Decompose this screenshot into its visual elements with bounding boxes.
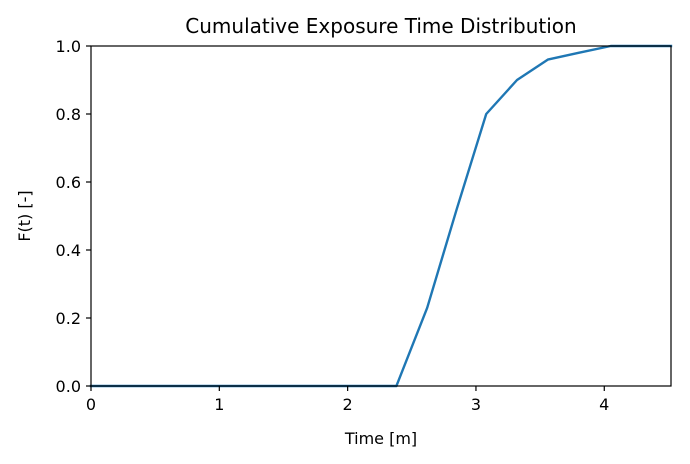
x-tick-label: 0 xyxy=(86,395,96,414)
series-line-1 xyxy=(89,44,673,388)
x-tick-label: 2 xyxy=(343,395,353,414)
axes-frame xyxy=(90,45,672,387)
x-tick-label: 4 xyxy=(599,395,609,414)
x-tick-label: 1 xyxy=(214,395,224,414)
x-tick-label: 3 xyxy=(471,395,481,414)
plot-area xyxy=(89,44,673,388)
x-axis-label: Time [m] xyxy=(344,429,417,448)
chart-title: Cumulative Exposure Time Distribution xyxy=(185,14,576,38)
y-axis-label: F(t) [-] xyxy=(15,190,34,241)
y-tick-label: 0.6 xyxy=(56,173,81,192)
axes: 0 1 2 3 4 0.0 0.2 0.4 0.6 0.8 1.0 xyxy=(56,37,672,414)
y-tick-label: 0.0 xyxy=(56,377,81,396)
y-tick-label: 0.4 xyxy=(56,241,81,260)
y-tick-label: 0.8 xyxy=(56,105,81,124)
y-tick-label: 1.0 xyxy=(56,37,81,56)
y-tick-label: 0.2 xyxy=(56,309,81,328)
